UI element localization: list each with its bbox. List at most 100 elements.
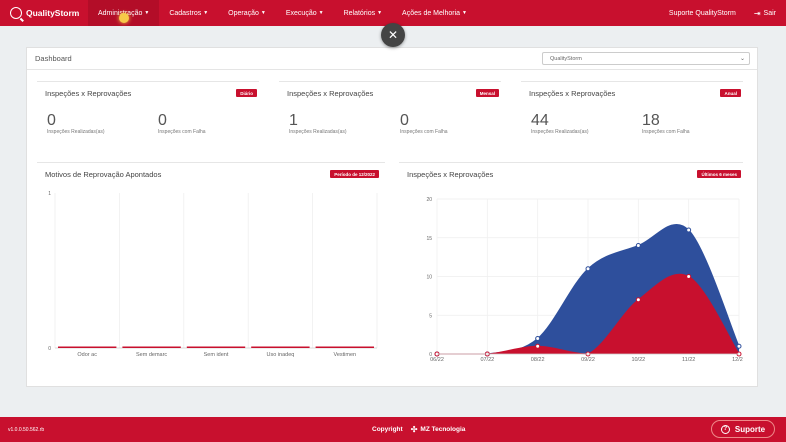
chevron-down-icon: ▼ [377, 10, 383, 16]
sign-out-icon: ⇥ [753, 8, 761, 18]
bar [315, 346, 374, 348]
menu-acoes-de-melhoria[interactable]: Ações de Melhoria ▼ [392, 0, 477, 26]
brand-logo[interactable]: QualityStorm [10, 7, 88, 19]
menu-cadastros[interactable]: Cadastros ▼ [159, 0, 218, 26]
stat-card-mensal: Inspeções x Reprovações Mensal 1 Inspeçõ… [279, 81, 501, 143]
y-tick-label: 10 [426, 275, 432, 281]
x-tick-label: Sem demarc [136, 352, 167, 358]
bar [186, 346, 246, 348]
support-button[interactable]: ? Suporte [711, 420, 775, 438]
stat-value: 18 [642, 112, 660, 129]
y-tick-label: 1 [48, 191, 51, 197]
stat-falhas: 0 Inspeções com Falha [400, 112, 448, 135]
dashboard-header: Dashboard [27, 48, 757, 70]
chevron-down-icon: ▼ [144, 10, 150, 16]
exit-button[interactable]: ⇥ Sair [754, 9, 776, 18]
period-badge: Anual [720, 89, 741, 97]
mouse-cursor-highlight [119, 13, 129, 23]
close-button[interactable]: ✕ [381, 23, 405, 47]
stat-label: Inspeções com Falha [642, 129, 690, 135]
stat-card-diario: Inspeções x Reprovações Diário 0 Inspeçõ… [37, 81, 259, 143]
card-title: Inspeções x Reprovações [529, 89, 616, 98]
chevron-down-icon: ▼ [462, 10, 467, 16]
stat-value: 0 [158, 112, 167, 129]
stat-falhas: 18 Inspeções com Falha [642, 112, 690, 135]
card-title: Motivos de Reprovação Apontados [45, 170, 162, 179]
x-tick-label: 07/22 [480, 357, 494, 363]
exit-label: Sair [763, 9, 776, 17]
copyright: Copyright ✣ MZ Tecnologia [372, 425, 465, 434]
brand-name: QualityStorm [26, 8, 80, 18]
x-tick-label: 11/22 [682, 357, 695, 363]
y-tick-label: 20 [426, 197, 432, 203]
bar [58, 346, 117, 348]
menu-relatorios[interactable]: Relatórios ▼ [334, 0, 392, 26]
support-link[interactable]: Suporte QualityStorm [668, 9, 736, 17]
x-tick-label: Uso inadeq [266, 352, 294, 358]
bar-chart-card: Motivos de Reprovação Apontados Período … [37, 162, 385, 358]
y-tick-label: 5 [429, 313, 432, 319]
stat-inspecoes: 0 Inspeções Realizadas(as) [47, 112, 105, 135]
stat-value: 1 [289, 112, 298, 129]
top-navbar: QualityStorm Administração▼ Cadastros▼ O… [0, 0, 786, 26]
x-tick-label: 12/22 [732, 357, 743, 363]
footer: v1.0.0.50.562.rb Copyright ✣ MZ Tecnologi… [0, 417, 786, 442]
card-title: Inspeções x Reprovações [287, 89, 374, 98]
menu-operacao[interactable]: Operação ▼ [218, 0, 276, 26]
card-title: Inspeções x Reprovações [407, 170, 494, 179]
chevron-down-icon: ▼ [203, 10, 209, 16]
stat-label: Inspeções com Falha [400, 129, 448, 135]
menu-execucao[interactable]: Execução ▼ [276, 0, 334, 26]
area-chart-card: Inspeções x Reprovações Últimos 6 meses … [399, 162, 743, 363]
stat-falhas: 0 Inspeções com Falha [158, 112, 206, 135]
menu-label: Operação [228, 9, 259, 17]
period-badge: Mensal [475, 89, 499, 97]
period-badge: Diário [236, 89, 257, 97]
stat-inspecoes: 44 Inspeções Realizadas(as) [531, 112, 589, 135]
data-point [686, 274, 692, 279]
bar [251, 346, 310, 348]
page-title: Dashboard [35, 54, 72, 63]
chevron-down-icon: ▼ [318, 10, 324, 16]
data-point [635, 297, 641, 303]
help-icon: ? [720, 424, 730, 434]
stat-inspecoes: 1 Inspeções Realizadas(as) [289, 112, 347, 135]
x-tick-label: Odor ac [77, 352, 97, 358]
data-point [686, 227, 692, 233]
stat-value: 44 [531, 112, 549, 129]
period-badge: Período de 12/2022 [330, 170, 379, 178]
period-badge: Últimos 6 meses [697, 170, 741, 178]
company-logo: ✣ MZ Tecnologia [411, 425, 466, 434]
stat-value: 0 [47, 112, 56, 129]
app-version: v1.0.0.50.562.rb [8, 427, 45, 433]
data-point [535, 336, 541, 341]
stat-card-anual: Inspeções x Reprovações Anual 44 Inspeçõ… [521, 81, 743, 143]
data-point [635, 243, 641, 248]
y-tick-label: 15 [426, 236, 432, 242]
bar [122, 346, 181, 348]
company-select[interactable]: QualityStorm ⌄ [542, 52, 750, 65]
x-tick-label: 09/22 [581, 357, 595, 363]
menu-label: Ações de Melhoria [402, 9, 461, 17]
select-value: QualityStorm [550, 55, 582, 62]
main-menu: Administração▼ Cadastros▼ Operação▼ Exec… [88, 0, 477, 26]
x-tick-label: Sem ident [204, 352, 229, 358]
area-chart: 0 5 10 15 20 06/22 07/22 08/22 09/22 10/22 11/22 12… [426, 197, 743, 363]
copyright-label: Copyright [372, 426, 403, 433]
close-icon: ✕ [387, 28, 399, 42]
card-title: Inspeções x Reprovações [45, 89, 132, 98]
stat-label: Inspeções com Falha [158, 129, 206, 135]
stat-label: Inspeções Realizadas(as) [289, 129, 347, 135]
support-label: Suporte [734, 424, 766, 434]
logo-icon [10, 7, 22, 19]
x-tick-label: 06/22 [430, 357, 444, 363]
stat-label: Inspeções Realizadas(as) [531, 129, 589, 135]
chevron-down-icon: ▼ [260, 10, 266, 16]
stat-value: 0 [400, 112, 409, 129]
stat-label: Inspeções Realizadas(as) [47, 129, 105, 135]
y-tick-label: 0 [48, 346, 51, 352]
data-point [585, 266, 591, 272]
topbar-right: Suporte QualityStorm ⇥ Sair [669, 0, 776, 26]
y-tick-label: 0 [429, 352, 432, 358]
data-point [736, 343, 742, 349]
